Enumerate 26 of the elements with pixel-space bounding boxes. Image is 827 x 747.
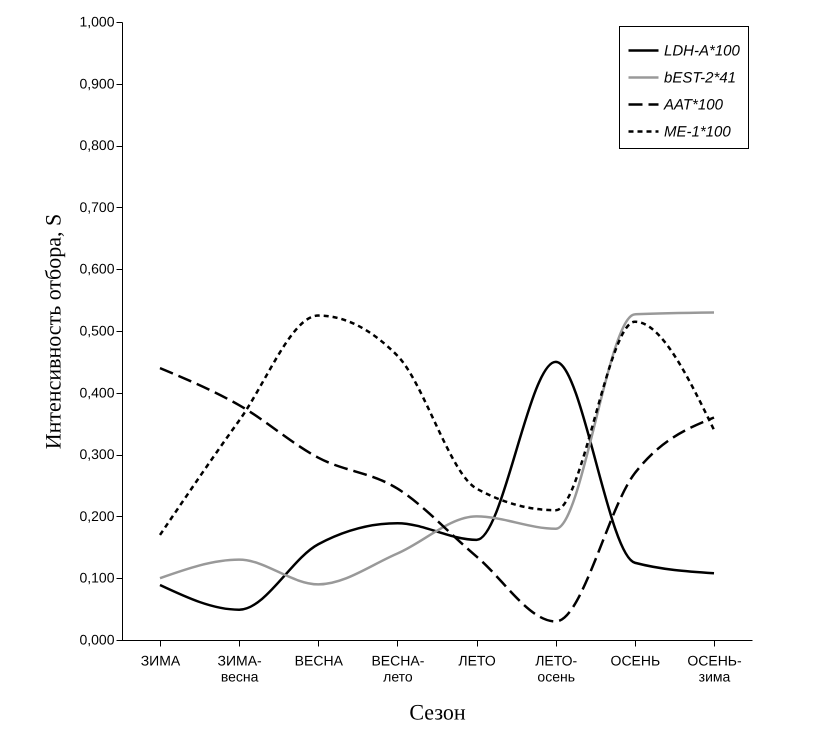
y-tick-label: 0,300 [79,446,115,462]
y-tick-label: 0,400 [79,384,115,400]
x-tick-label: ВЕСНА- лето [371,652,425,684]
x-tick-label: ОСЕНЬ [610,652,660,668]
x-tick-label: ОСЕНЬ- зима [687,652,742,684]
legend-label: ME-1*100 [664,124,732,140]
legend-label: AAT*100 [663,96,724,114]
y-tick-label: 0,100 [79,570,115,586]
y-axis-title: Интенсивность отбора, S [40,214,66,450]
y-tick-label: 0,600 [79,260,115,277]
x-tick-label: ЛЕТО- осень [535,652,578,684]
y-tick-label: 0,200 [79,508,115,524]
y-tick-label: 0,900 [79,75,115,92]
y-tick-label: 0,500 [79,322,115,338]
legend-label: LDH-A*100 [664,42,741,60]
x-tick-label: ЛЕТО [458,652,496,668]
line-series [158,311,716,586]
x-tick-label: ЗИМА [140,652,181,668]
x-tick-label: ВЕСНА [294,652,344,668]
y-tick-label: 1,000 [79,14,115,30]
x-axis-title: Сезон [409,700,466,724]
legend-label: bEST-2*41 [664,70,736,86]
x-tick-label: ЗИМА- весна [218,652,262,684]
y-tick-label: 0,000 [79,632,115,648]
y-tick-label: 0,800 [79,137,115,154]
y-tick-label: 0,700 [79,198,115,215]
